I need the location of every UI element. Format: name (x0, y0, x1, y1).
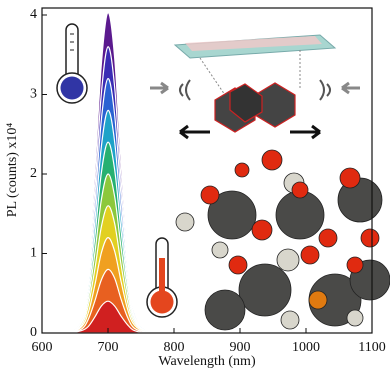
y-axis-label: PL (counts) x10⁴ (5, 123, 20, 218)
y-tick-label: 4 (30, 7, 37, 22)
crystal-illustration (150, 35, 360, 138)
y-tick-label: 0 (30, 325, 37, 340)
cold-thermometer (57, 24, 87, 103)
chart: Wavelength (nm) PL (counts) x10⁴ 600 700 8… (0, 0, 390, 374)
y-tick-label: 2 (30, 166, 37, 181)
x-tick-label: 1000 (292, 340, 320, 355)
x-tick-label: 700 (98, 340, 119, 355)
hot-thermometer (147, 238, 177, 317)
x-tick-label: 600 (32, 340, 53, 355)
x-axis-label: Wavelength (nm) (158, 354, 256, 369)
x-tick-label: 900 (230, 340, 251, 355)
y-tick-label: 1 (30, 246, 37, 261)
molecule-illustration (176, 150, 390, 330)
x-tick-label: 1100 (358, 340, 385, 355)
y-tick-label: 3 (30, 87, 37, 102)
x-tick-label: 800 (164, 340, 185, 355)
page: {"chart_data": {"type": "area", "x_label… (0, 0, 390, 374)
